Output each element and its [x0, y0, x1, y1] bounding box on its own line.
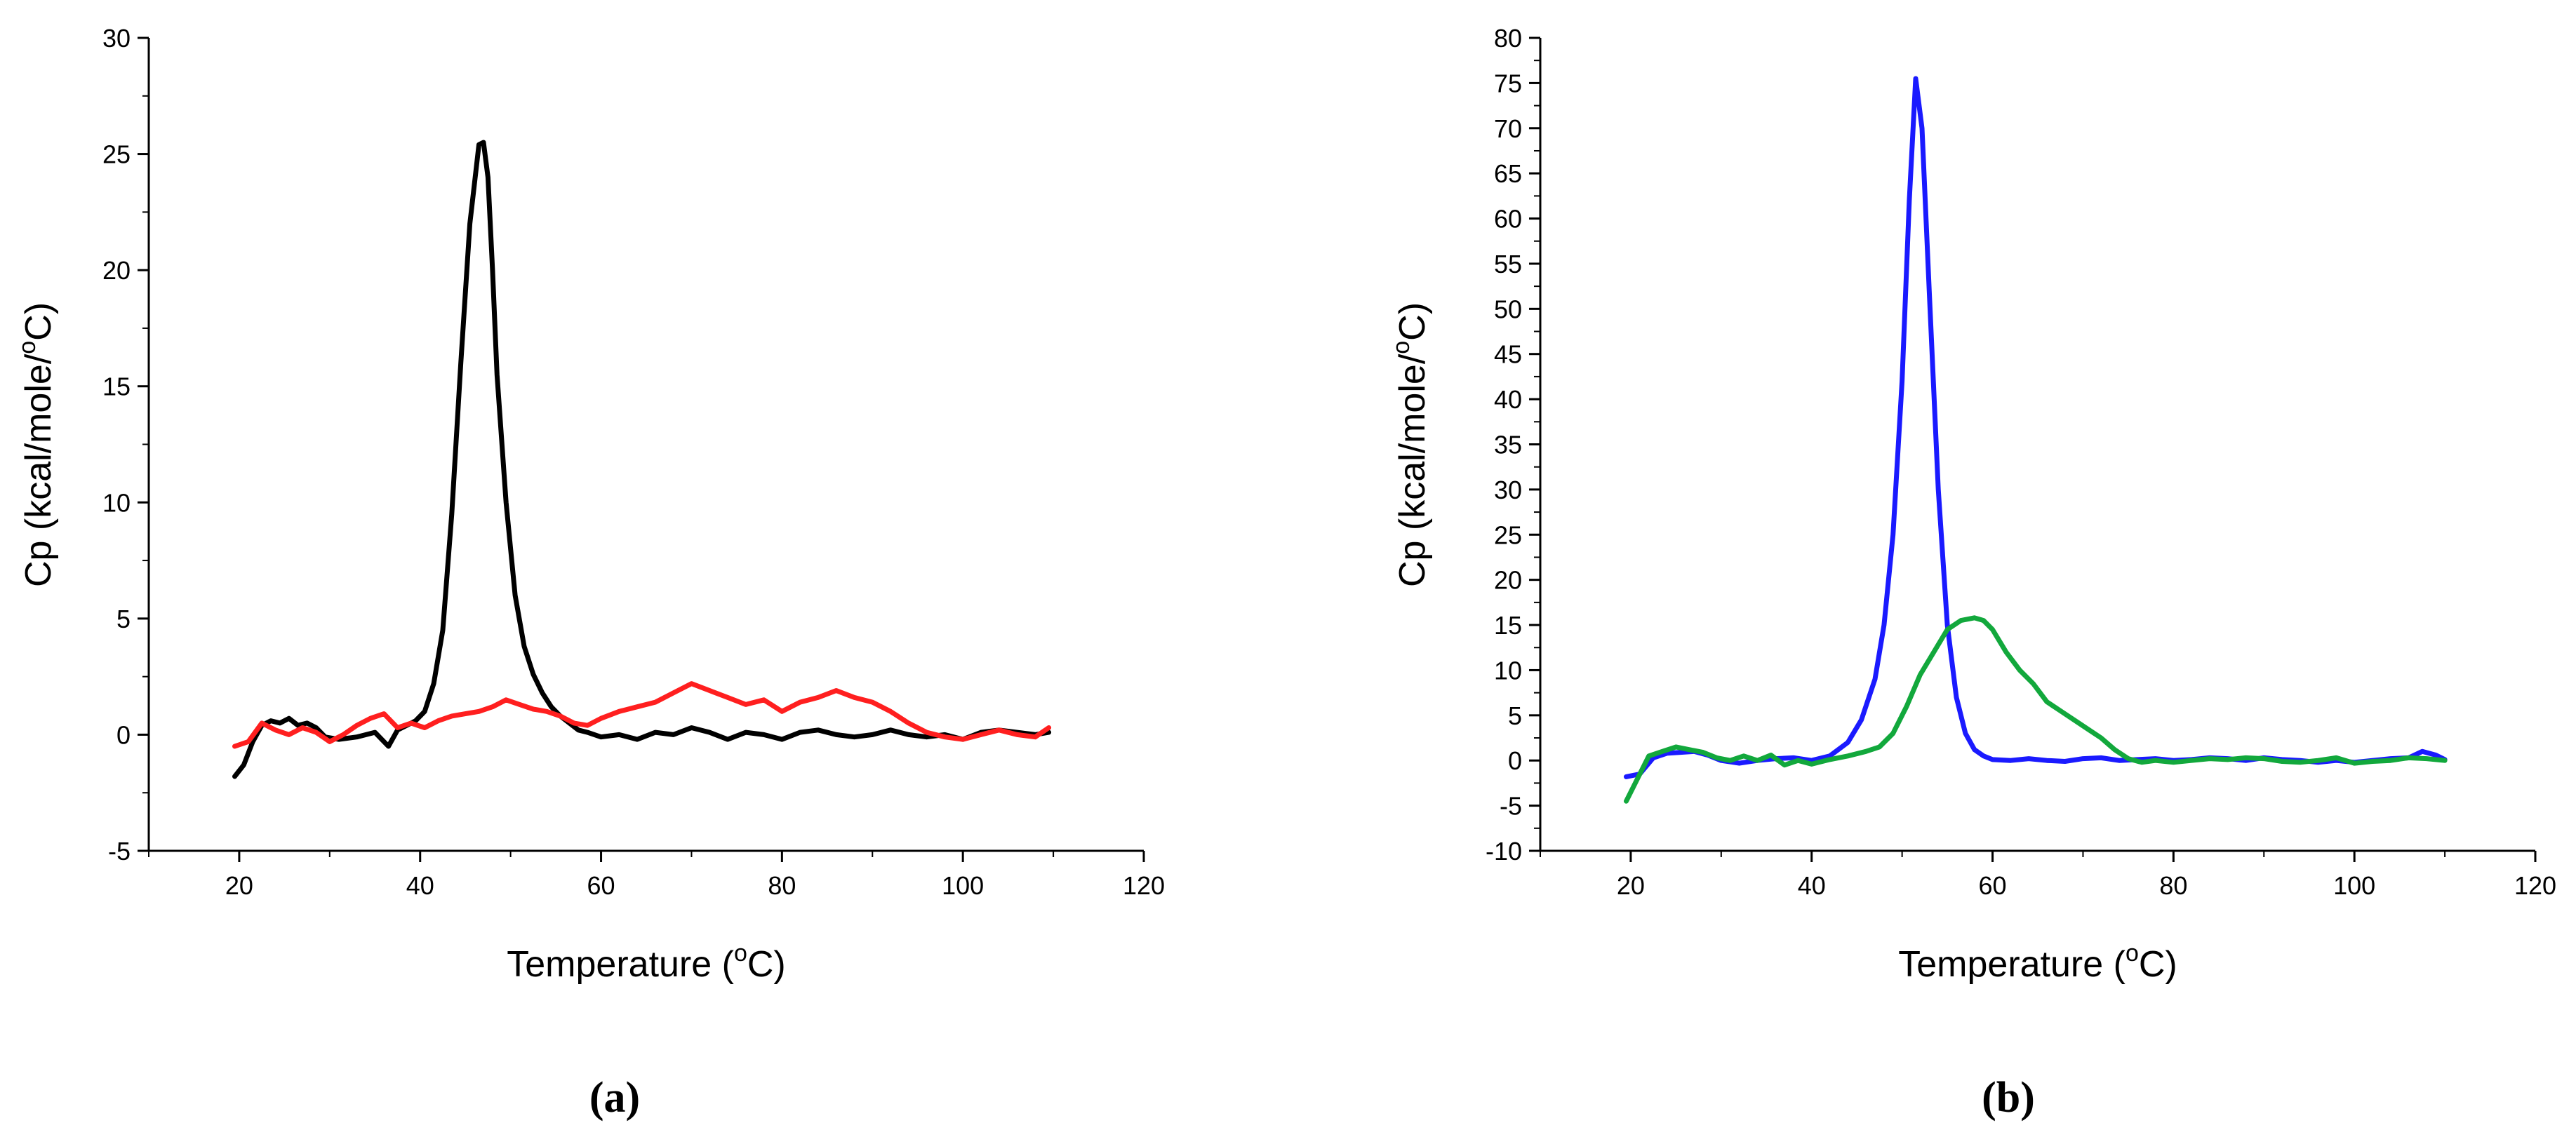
tick-labels-b: 20 40 60 80 100 120 -10 -5 0 5 10 15 20 25 30 35 40 45 50 5…: [1486, 24, 2556, 900]
y-tick-label: 80: [1494, 24, 1522, 53]
x-tick-label: 40: [1798, 871, 1826, 900]
x-tick-label: 20: [1617, 871, 1645, 900]
y-tick-label: 15: [102, 372, 131, 401]
y-tick-label: 15: [1494, 611, 1522, 640]
y-tick-label: 60: [1494, 205, 1522, 234]
x-tick-label: 80: [2159, 871, 2187, 900]
chart-panel-a: 20 40 60 80 100 120 -5 0 5 10 15 20 25 30 Temperature…: [14, 24, 1165, 1122]
y-tick-label: 5: [116, 605, 131, 633]
x-tick-label: 100: [2333, 871, 2375, 900]
y-tick-label: 20: [102, 256, 131, 285]
y-tick-label: 0: [116, 720, 131, 749]
y-tick-label: 10: [1494, 656, 1522, 685]
y-tick-label: 40: [1494, 385, 1522, 414]
y-tick-label: -5: [1500, 792, 1522, 821]
y-axis-title-a: Cp (kcal/mole/oC): [14, 302, 59, 587]
x-tick-label: 100: [942, 871, 984, 900]
tick-labels-a: 20 40 60 80 100 120 -5 0 5 10 15 20 25 30: [102, 24, 1165, 900]
x-tick-label: 60: [587, 871, 615, 900]
y-tick-label: 50: [1494, 295, 1522, 323]
y-tick-label: 20: [1494, 566, 1522, 595]
y-tick-label: 35: [1494, 431, 1522, 459]
series-line-a-1: [232, 140, 1052, 779]
series-line-b-2: [1624, 615, 2448, 804]
y-tick-label: 0: [1508, 746, 1522, 775]
x-tick-label: 60: [1979, 871, 2007, 900]
y-tick-label: 30: [1494, 476, 1522, 504]
x-tick-label: 80: [768, 871, 796, 900]
series-b: [1624, 76, 2448, 804]
y-tick-label: 70: [1494, 114, 1522, 143]
panel-label-b: (b): [1982, 1074, 2035, 1122]
y-tick-label: 25: [102, 140, 131, 169]
x-axis-title-b: Temperature (oC): [1898, 940, 2177, 985]
x-tick-label: 40: [406, 871, 434, 900]
y-tick-label: 25: [1494, 520, 1522, 549]
chart-panel-b: 20 40 60 80 100 120 -10 -5 0 5 10 15 20 25 30 35 40 45 50 5…: [1388, 24, 2556, 1122]
axis-frame-b: [1539, 38, 2535, 852]
y-tick-label: 65: [1494, 159, 1522, 188]
x-tick-label: 120: [2514, 871, 2556, 900]
series-a: [232, 140, 1052, 779]
x-tick-label: 20: [225, 871, 253, 900]
y-tick-label: 10: [102, 488, 131, 517]
y-tick-label: -10: [1486, 837, 1522, 866]
y-axis-title-b: Cp (kcal/mole/oC): [1388, 302, 1433, 587]
y-tick-label: 5: [1508, 701, 1522, 730]
series-line-b-1: [1624, 76, 2448, 779]
y-tick-label: 30: [102, 24, 131, 53]
x-tick-label: 120: [1123, 871, 1165, 900]
axes-b: [1539, 38, 2535, 852]
ticks-b: [1529, 36, 2537, 862]
y-tick-label: 75: [1494, 69, 1522, 97]
series-line-a-2: [232, 681, 1052, 749]
y-tick-label: -5: [108, 837, 131, 866]
y-tick-label: 55: [1494, 250, 1522, 278]
y-tick-label: 45: [1494, 340, 1522, 369]
x-axis-title-a: Temperature (oC): [507, 940, 785, 985]
ticks-a: [138, 36, 1145, 862]
panel-label-a: (a): [589, 1074, 640, 1122]
